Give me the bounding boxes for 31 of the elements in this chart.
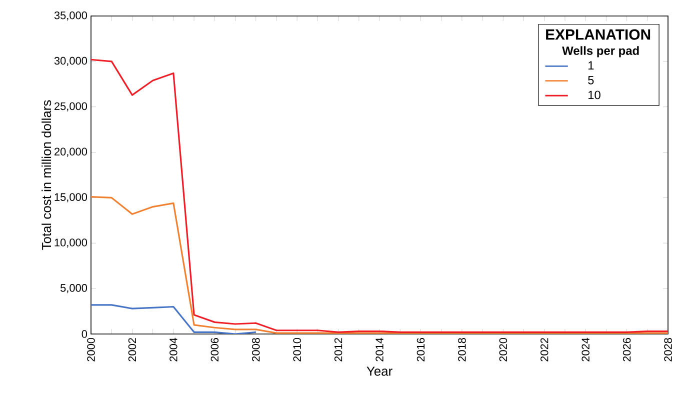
line-series <box>91 304 257 334</box>
x-tick-label: 2010 <box>293 338 301 362</box>
legend-label: 10 <box>588 90 600 100</box>
x-tick-label: 2002 <box>128 338 136 362</box>
x-tick-label: 2022 <box>540 338 548 362</box>
x-tick-label: 2004 <box>170 338 178 362</box>
legend-label: 5 <box>588 76 594 84</box>
y-tick-label: 30,000 <box>54 56 88 66</box>
x-tick-label: 2026 <box>622 338 631 362</box>
x-tick-label: 2012 <box>334 338 342 362</box>
annotation: Wells per pad <box>562 46 639 58</box>
x-tick-label: 2006 <box>210 338 219 362</box>
legend-title: EXPLANATION <box>546 29 650 40</box>
legend-label: 1 <box>588 61 594 70</box>
x-tick-label: 2024 <box>582 338 590 362</box>
y-tick-label: 15,000 <box>54 193 88 202</box>
x-tick-label: 2020 <box>499 338 508 362</box>
x-tick-label: 2018 <box>458 338 466 362</box>
y-tick-label: 10,000 <box>54 238 88 248</box>
y-axis-title: Total cost in million dollars <box>42 100 52 250</box>
y-tick-label: 5,000 <box>60 284 88 294</box>
x-tick-label: 2028 <box>664 338 672 362</box>
y-tick-label: 35,000 <box>54 11 88 21</box>
x-tick-label: 2008 <box>252 338 260 362</box>
y-tick-label: 20,000 <box>54 148 88 157</box>
y-tick-label: 0 <box>82 330 88 338</box>
x-tick-label: 2014 <box>376 338 384 362</box>
x-tick-label: 2000 <box>87 338 95 362</box>
x-tick-label: 2016 <box>416 338 425 362</box>
y-tick-label: 25,000 <box>54 102 88 112</box>
x-axis-title: Year <box>366 366 392 376</box>
